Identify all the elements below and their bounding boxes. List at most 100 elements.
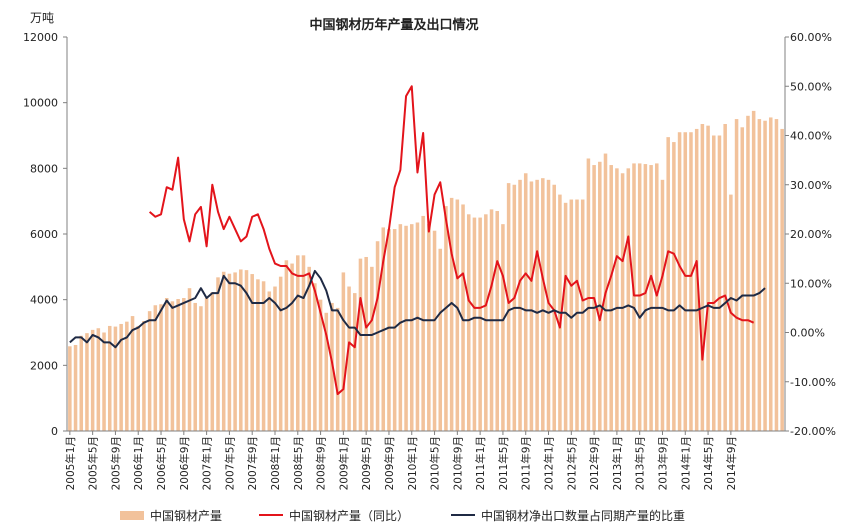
bar-production xyxy=(102,332,106,431)
bar-production xyxy=(398,224,403,431)
bar-production xyxy=(529,181,534,431)
bar-production xyxy=(204,298,209,431)
left-tick-label: 2000 xyxy=(30,359,58,372)
bar-production xyxy=(301,255,306,431)
bar-production xyxy=(267,291,272,431)
bar-production xyxy=(153,305,158,431)
bar-production xyxy=(637,163,642,431)
legend-label-production: 中国钢材产量 xyxy=(150,508,222,523)
bar-production xyxy=(341,272,346,431)
bar-production xyxy=(296,255,300,431)
bar-production xyxy=(438,248,443,431)
bar-production xyxy=(85,333,89,431)
bar-production xyxy=(284,260,289,431)
bar-production xyxy=(193,302,197,431)
x-tick-label: 2014年9月 xyxy=(725,436,738,490)
legend: 中国钢材产量 中国钢材产量（同比） 中国钢材净出口数量占同期产量的比重 xyxy=(120,508,685,523)
x-tick-label: 2006年9月 xyxy=(178,436,191,490)
legend-label-yoy: 中国钢材产量（同比） xyxy=(289,508,409,523)
production-bars xyxy=(68,110,784,432)
right-tick-label: -20.00% xyxy=(790,425,836,438)
bar-production xyxy=(609,165,613,432)
x-tick-label: 2005年1月 xyxy=(64,436,77,490)
x-tick-label: 2014年5月 xyxy=(702,436,715,490)
x-tick-label: 2013年9月 xyxy=(656,436,669,490)
bar-production xyxy=(307,266,311,431)
bar-production xyxy=(660,179,665,431)
right-tick-label: 40.00% xyxy=(790,130,832,143)
bar-production xyxy=(763,120,767,431)
x-tick-label: 2011年1月 xyxy=(474,436,487,490)
x-tick-label: 2013年5月 xyxy=(634,436,647,490)
bar-production xyxy=(415,222,420,431)
bar-production xyxy=(632,163,636,431)
bar-production xyxy=(432,230,437,431)
x-tick-label: 2008年5月 xyxy=(292,436,305,490)
line-net-export-share xyxy=(69,269,766,349)
bar-production xyxy=(313,283,317,431)
bar-production xyxy=(774,119,779,431)
bar-production xyxy=(575,199,579,431)
x-tick-label: 2014年1月 xyxy=(679,436,692,490)
x-tick-label: 2011年5月 xyxy=(497,436,510,490)
x-tick-label: 2009年1月 xyxy=(337,436,350,490)
bar-production xyxy=(455,199,460,431)
x-tick-label: 2012年1月 xyxy=(543,436,556,490)
bar-production xyxy=(501,224,505,431)
right-tick-label: 10.00% xyxy=(790,277,832,290)
bar-production xyxy=(746,115,750,432)
bar-production xyxy=(694,128,699,431)
bar-production xyxy=(244,270,249,431)
bar-production xyxy=(347,286,351,431)
x-tick-label: 2010年9月 xyxy=(451,436,464,490)
bar-production xyxy=(552,184,556,431)
x-tick-label: 2010年5月 xyxy=(429,436,442,490)
x-tick-label: 2007年5月 xyxy=(223,436,236,490)
line-series xyxy=(69,85,766,396)
bar-production xyxy=(740,127,745,431)
x-tick-label: 2010年1月 xyxy=(406,436,419,490)
bar-production xyxy=(569,199,574,431)
bar-production xyxy=(643,164,648,431)
legend-swatch-production xyxy=(120,511,144,520)
bar-production xyxy=(683,132,688,431)
bar-production xyxy=(256,279,260,431)
bar-production xyxy=(233,272,237,431)
bar-production xyxy=(375,241,380,431)
bar-production xyxy=(318,299,323,431)
bar-production xyxy=(780,128,784,431)
bar-production xyxy=(187,288,192,431)
right-tick-label: 60.00% xyxy=(790,31,832,44)
bar-production xyxy=(73,344,78,431)
x-tick-label: 2009年5月 xyxy=(360,436,373,490)
bar-production xyxy=(147,311,152,431)
bar-production xyxy=(472,217,477,431)
left-tick-label: 10000 xyxy=(23,97,58,110)
bar-production xyxy=(615,168,619,431)
right-tick-label: 50.00% xyxy=(790,80,832,93)
left-tick-label: 4000 xyxy=(30,294,58,307)
legend-label-export: 中国钢材净出口数量占同期产量的比重 xyxy=(481,508,685,523)
bar-production xyxy=(461,204,465,431)
bar-production xyxy=(278,276,283,431)
left-axis-unit-label: 万吨 xyxy=(30,11,54,25)
bar-production xyxy=(541,178,545,431)
bar-production xyxy=(723,124,727,431)
bar-production xyxy=(239,269,243,431)
bar-production xyxy=(672,142,676,431)
bar-production xyxy=(677,132,682,431)
bar-production xyxy=(580,199,585,431)
bar-production xyxy=(712,135,716,431)
bar-production xyxy=(626,168,631,431)
line-production-yoy xyxy=(148,85,755,396)
bar-production xyxy=(757,119,762,431)
right-tick-label: 30.00% xyxy=(790,179,832,192)
bar-production xyxy=(563,202,568,431)
bar-production xyxy=(649,165,653,432)
bar-production xyxy=(734,119,739,431)
x-tick-label: 2005年5月 xyxy=(87,436,100,490)
bar-production xyxy=(484,214,488,431)
bar-production xyxy=(250,274,254,431)
bar-production xyxy=(290,263,294,431)
